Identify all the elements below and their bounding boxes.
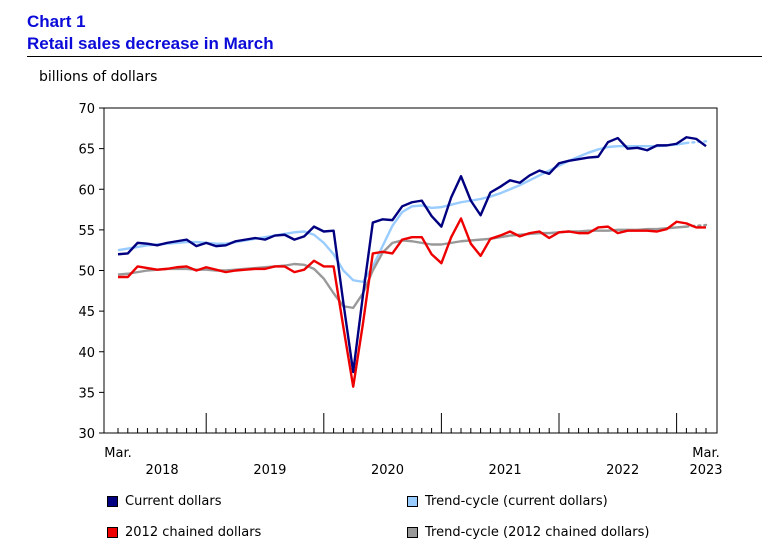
legend-swatch-current-dollars — [107, 496, 118, 507]
year-label: 2018 — [146, 463, 179, 478]
year-label: 2019 — [253, 463, 286, 478]
chart-title: Retail sales decrease in March — [27, 34, 274, 53]
y-axis-label: billions of dollars — [39, 69, 157, 85]
legend-swatch-trend-chained — [407, 527, 418, 538]
year-label: 2020 — [371, 463, 404, 478]
legend-swatch-trend-current — [407, 496, 418, 507]
legend-item-current-dollars: Current dollars — [107, 494, 221, 509]
legend-label-trend-chained: Trend-cycle (2012 chained dollars) — [425, 525, 650, 540]
legend-item-trend-current: Trend-cycle (current dollars) — [407, 494, 608, 509]
legend-label-current-dollars: Current dollars — [125, 494, 222, 509]
y-tick-label: 65 — [78, 143, 95, 158]
year-label: 2023 — [689, 463, 722, 478]
y-tick-label: 70 — [78, 102, 95, 117]
y-tick-label: 50 — [78, 265, 95, 280]
legend-label-trend-current: Trend-cycle (current dollars) — [425, 494, 608, 509]
series-line-trend-cycle-current-dollars — [117, 141, 687, 284]
year-label: 2021 — [489, 463, 522, 478]
title-divider — [27, 56, 762, 57]
legend-item-chained-dollars: 2012 chained dollars — [107, 525, 261, 540]
legend-item-trend-chained: Trend-cycle (2012 chained dollars) — [407, 525, 649, 540]
y-tick-label: 30 — [78, 427, 95, 442]
y-tick-label: 60 — [78, 183, 95, 198]
y-tick-label: 35 — [78, 386, 95, 401]
y-tick-label: 45 — [78, 305, 95, 320]
y-tick-label: 55 — [78, 224, 95, 239]
year-label: 2022 — [606, 463, 639, 478]
series-line-2012-chained-dollars — [118, 217, 706, 388]
y-tick-label: 40 — [78, 346, 95, 361]
legend-label-chained-dollars: 2012 chained dollars — [125, 525, 262, 540]
x-edge-label-start: Mar. — [104, 446, 131, 461]
series-line-current-dollars — [117, 136, 707, 374]
legend-swatch-chained-dollars — [107, 527, 118, 538]
plot-area: 30 35 40 45 50 55 60 65 70 Mar. Mar. 2018 2019 2020 20… — [78, 102, 722, 478]
chart-heading: Chart 1 Retail sales decrease in March — [27, 11, 274, 55]
x-edge-label-end: Mar. — [692, 446, 719, 461]
chart-number: Chart 1 — [27, 12, 86, 31]
